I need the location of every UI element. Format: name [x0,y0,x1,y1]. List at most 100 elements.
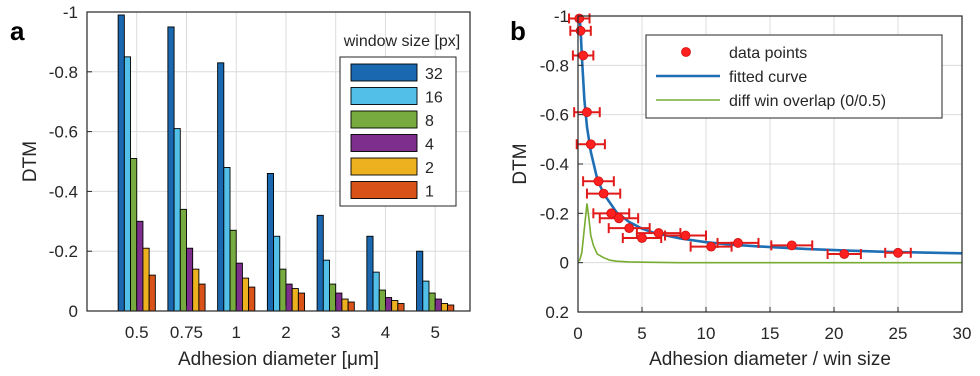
bar-4-3 [335,292,343,312]
panel-b-y-tick-label: -0.2 [540,204,569,223]
bar-8-1 [229,229,237,312]
panel-a-legend-swatch-32 [350,63,418,82]
panel-a-x-tick-label: 0.75 [170,323,203,342]
bar-2-4 [391,300,399,312]
bar-4-0.75 [186,247,194,312]
bar-2-3 [341,298,349,312]
bar-16-0.75 [173,128,181,312]
panel-a-legend: window size [px] 32 16 8 4 2 1 [339,33,461,207]
data-point [582,176,615,187]
data-point [571,50,595,61]
panel-a-y-tick-label: -0.8 [49,63,78,82]
bar-32-4 [366,235,374,312]
panel-a-axes-frame [86,11,471,312]
data-point [568,13,591,24]
panel-b-tick-labels: 0.20-0.2-0.4-0.6-0.8-10 5 10 15 20 25 30 [540,7,972,343]
panel-b-y-tick-label: -0.8 [540,56,569,75]
panel-a-x-tick-label: 2 [281,323,290,342]
bar-32-0.75 [167,26,175,312]
data-point-marker [585,139,596,150]
data-point [598,213,640,224]
data-point-marker [593,176,604,187]
bar-16-0.5 [123,56,131,312]
panel-b-x-tick-label: 15 [761,324,780,343]
bar-16-1 [223,167,231,312]
panel-a-legend-label-1: 1 [425,184,434,201]
panel-a-legend-swatch-8 [350,110,418,129]
data-point [770,240,814,251]
panel-a-legend-label-2: 2 [425,160,434,177]
data-point-marker [706,241,717,252]
bar-2-2 [291,288,299,312]
bar-16-5 [422,280,430,312]
panel-b-axes-frame [577,15,963,313]
panel-b-frame-rect [577,15,963,313]
data-point-marker [614,213,624,224]
panel-b-x-tick-label: 30 [953,324,972,343]
panel-a-legend-label-8: 8 [425,113,434,130]
bar-8-3 [329,283,337,312]
bar-16-2 [273,235,281,312]
data-point [575,139,606,150]
panel-b-legend-label: fitted curve [729,69,807,86]
data-point [826,249,862,260]
panel-b-y-tick-label: -1 [554,7,569,26]
bar-8-0.5 [130,158,138,312]
panel-a-legend-swatch-2 [350,157,418,176]
panel-a-legend-label-16: 16 [425,90,443,107]
panel-b-x-tick-label: 20 [825,324,844,343]
panel-b-y-tick-label: -0.6 [540,106,569,125]
panel-a-legend-title: window size [px] [343,33,461,50]
panel-a-x-tick-label: 0.5 [125,323,149,342]
data-point-marker [653,228,664,238]
bar-2-1 [241,277,250,312]
panel-a-legend-swatch-4 [350,134,418,152]
data-point [635,228,682,239]
bar-32-1 [217,62,225,312]
data-point [689,241,733,252]
bar-1-0.75 [198,283,206,312]
panel-a-y-axis-label: DTM [20,141,41,182]
bar-1-5 [447,304,455,312]
data-point-marker [893,247,903,258]
data-point-marker [582,107,592,118]
panel-a-y-tick-label: -0.6 [49,123,78,142]
panel-b-legend: data points fitted curve diff win overlap … [645,34,943,119]
panel-b-y-tick-label: -0.4 [540,155,569,174]
bar-4-0.5 [136,220,144,312]
bar-4-4 [384,297,393,312]
data-point [569,25,592,36]
panel-b-scatter-chart: 0.20-0.2-0.4-0.6-0.8-10 5 10 15 20 25 30 Adhes… [510,7,971,370]
bar-32-3 [316,214,324,312]
data-point-marker [733,238,743,248]
bar-8-5 [428,292,436,312]
data-point-marker [624,223,635,234]
bar-1-4 [397,303,405,312]
bar-4-1 [235,262,243,312]
panel-a-y-tick-label: -0.2 [49,242,78,261]
bar-2-5 [440,303,449,312]
bar-8-4 [378,289,386,312]
diff-win-overlap-line [578,203,962,264]
bar-2-0.75 [192,268,200,312]
panel-a-x-axis-label: Adhesion diameter [μm] [178,349,379,370]
panel-b-x-tick-label: 0 [573,324,582,343]
bar-32-5 [416,250,424,312]
data-point-marker [786,240,797,251]
data-point [585,188,622,199]
bar-32-0.5 [117,14,125,312]
bar-1-1 [248,286,256,312]
panel-b-y-tick-label: 0 [560,254,569,273]
data-point-marker [578,50,589,61]
data-point [884,247,912,258]
data-point-marker [839,249,850,259]
panel-a-tick-labels: 0 -0.2 -0.4 -0.6 -0.8 -1 0.5 0.75 1 2 3 4 5 [49,3,440,342]
data-point-marker [574,13,585,24]
panel-a-y-tick-label: -1 [63,3,78,22]
panel-b-legend-marker [681,47,691,57]
data-point-marker [598,188,609,199]
data-point-marker [680,230,691,241]
bar-8-0.75 [179,208,187,312]
panel-a-legend-label-4: 4 [425,137,434,154]
panel-a-x-tick-label: 1 [231,323,240,342]
